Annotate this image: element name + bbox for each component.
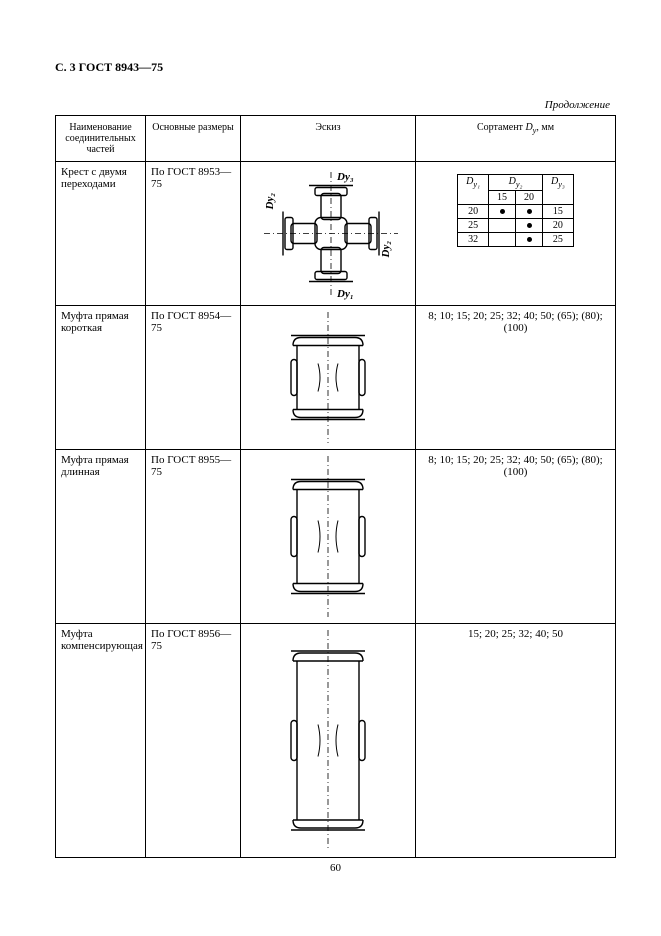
cell-assortment: 8; 10; 15; 20; 25; 32; 40; 50; (65); (80… <box>416 450 616 624</box>
cell-assortment: Dy₁ Dy₂ Dy₃ 1520 20 15 25 20 32 25 <box>416 162 616 306</box>
col-sort-header: Сортамент Dy, мм <box>416 116 616 162</box>
cell-dimensions: По ГОСТ 8956—75 <box>146 624 241 858</box>
cell-sketch <box>241 306 416 450</box>
cell-dimensions: По ГОСТ 8955—75 <box>146 450 241 624</box>
cell-sketch <box>241 450 416 624</box>
table-row: Муфта прямая короткаяПо ГОСТ 8954—75 8; … <box>56 306 616 450</box>
cell-sketch <box>241 624 416 858</box>
cell-assortment: 8; 10; 15; 20; 25; 32; 40; 50; (65); (80… <box>416 306 616 450</box>
cell-name: Муфта прямая короткая <box>56 306 146 450</box>
page-header: С. 3 ГОСТ 8943—75 <box>55 60 616 75</box>
cell-name: Муфта прямая длинная <box>56 450 146 624</box>
assortment-subtable: Dy₁ Dy₂ Dy₃ 1520 20 15 25 20 32 25 <box>457 174 574 247</box>
svg-text:Dy₂: Dy₂ <box>264 193 276 211</box>
svg-text:Dy₃: Dy₃ <box>336 171 354 183</box>
cell-assortment: 15; 20; 25; 32; 40; 50 <box>416 624 616 858</box>
cell-dimensions: По ГОСТ 8954—75 <box>146 306 241 450</box>
col-name-header: Наименование соединительных частей <box>56 116 146 162</box>
page-number: 60 <box>55 862 616 874</box>
cell-name: Муфта компенсирующая <box>56 624 146 858</box>
col-dim-header: Основные размеры <box>146 116 241 162</box>
cell-dimensions: По ГОСТ 8953—75 <box>146 162 241 306</box>
table-row: Муфта прямая длиннаяПо ГОСТ 8955—75 8; 1… <box>56 450 616 624</box>
table-row: Крест с двумя переходамиПо ГОСТ 8953—75 <box>56 162 616 306</box>
continuation-label: Продолжение <box>55 99 616 111</box>
cell-name: Крест с двумя переходами <box>56 162 146 306</box>
main-table: Наименование соединительных частей Основ… <box>55 115 616 858</box>
col-sketch-header: Эскиз <box>241 116 416 162</box>
svg-text:Dy₁: Dy₁ <box>336 288 354 300</box>
table-row: Муфта компенсирующаяПо ГОСТ 8956—75 15; … <box>56 624 616 858</box>
cell-sketch: Dy₃ Dy₁ Dy₂ Dy₂ <box>241 162 416 306</box>
svg-text:Dy₂: Dy₂ <box>380 241 392 259</box>
